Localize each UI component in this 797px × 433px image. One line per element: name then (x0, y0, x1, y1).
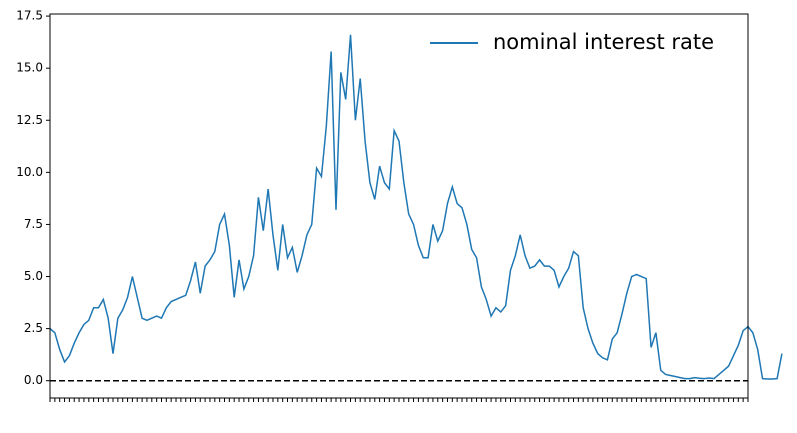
y-tick-label: 2.5 (24, 321, 43, 335)
plot-frame (49, 13, 749, 399)
y-tick-label: 5.0 (24, 269, 43, 283)
y-tick-label: 12.5 (16, 113, 43, 127)
y-tick-label: 15.0 (16, 61, 43, 75)
y-tick-label: 7.5 (24, 217, 43, 231)
legend-label: nominal interest rate (493, 30, 714, 54)
y-tick-label: 17.5 (16, 9, 43, 23)
series-line (49, 34, 783, 380)
y-tick-label: 10.0 (16, 165, 43, 179)
y-tick-label: 0.0 (24, 373, 43, 387)
